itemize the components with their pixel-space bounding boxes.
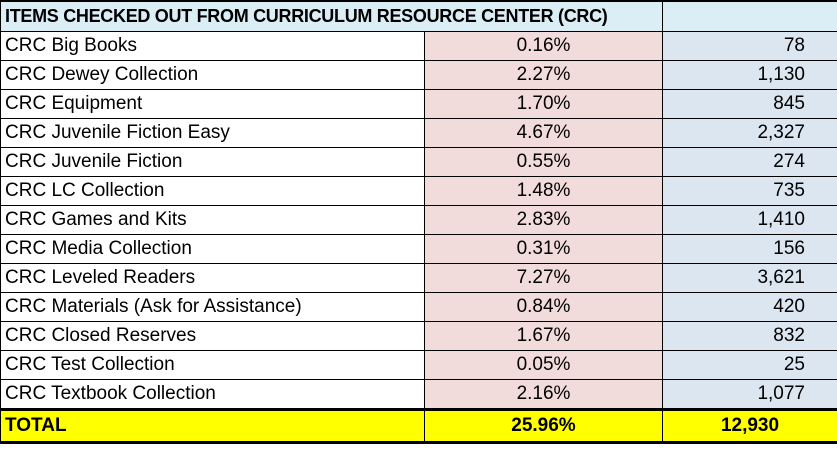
table-row: CRC Big Books 0.16% 78 <box>0 31 837 61</box>
count-cell: 735 <box>662 176 837 206</box>
count-cell: 156 <box>662 234 837 264</box>
collection-name-cell: CRC Games and Kits <box>0 205 425 235</box>
collection-name-cell: CRC Materials (Ask for Assistance) <box>0 292 425 322</box>
table-header-row: ITEMS CHECKED OUT FROM CURRICULUM RESOUR… <box>0 0 837 32</box>
count-cell: 78 <box>662 31 837 61</box>
table-row: CRC Equipment 1.70% 845 <box>0 89 837 119</box>
percentage-cell: 4.67% <box>424 118 663 148</box>
total-row: TOTAL 25.96% 12,930 <box>0 408 837 444</box>
table-row: CRC Dewey Collection 2.27% 1,130 <box>0 60 837 90</box>
count-cell: 25 <box>662 350 837 380</box>
count-cell: 3,621 <box>662 263 837 293</box>
table-row: CRC Textbook Collection 2.16% 1,077 <box>0 379 837 410</box>
total-label: TOTAL <box>0 408 425 444</box>
count-cell: 274 <box>662 147 837 177</box>
collection-name-cell: CRC LC Collection <box>0 176 425 206</box>
table-row: CRC Media Collection 0.31% 156 <box>0 234 837 264</box>
percentage-cell: 1.70% <box>424 89 663 119</box>
count-cell: 845 <box>662 89 837 119</box>
percentage-cell: 0.31% <box>424 234 663 264</box>
percentage-cell: 2.27% <box>424 60 663 90</box>
percentage-cell: 2.83% <box>424 205 663 235</box>
count-cell: 1,410 <box>662 205 837 235</box>
collection-name-cell: CRC Equipment <box>0 89 425 119</box>
collection-name-cell: CRC Big Books <box>0 31 425 61</box>
table-row: CRC Closed Reserves 1.67% 832 <box>0 321 837 351</box>
collection-name-cell: CRC Leveled Readers <box>0 263 425 293</box>
table-row: CRC Juvenile Fiction Easy 4.67% 2,327 <box>0 118 837 148</box>
table-row: CRC Games and Kits 2.83% 1,410 <box>0 205 837 235</box>
collection-name-cell: CRC Textbook Collection <box>0 379 425 410</box>
collection-name-cell: CRC Media Collection <box>0 234 425 264</box>
total-percentage: 25.96% <box>424 408 663 444</box>
collection-name-cell: CRC Test Collection <box>0 350 425 380</box>
percentage-cell: 0.16% <box>424 31 663 61</box>
table-title: ITEMS CHECKED OUT FROM CURRICULUM RESOUR… <box>0 0 663 32</box>
percentage-cell: 2.16% <box>424 379 663 410</box>
percentage-cell: 1.48% <box>424 176 663 206</box>
table-row: CRC Materials (Ask for Assistance) 0.84% 4… <box>0 292 837 322</box>
count-cell: 1,130 <box>662 60 837 90</box>
table-row: CRC Leveled Readers 7.27% 3,621 <box>0 263 837 293</box>
collection-name-cell: CRC Dewey Collection <box>0 60 425 90</box>
crc-checkout-table: ITEMS CHECKED OUT FROM CURRICULUM RESOUR… <box>0 0 837 444</box>
count-cell: 420 <box>662 292 837 322</box>
table-row: CRC LC Collection 1.48% 735 <box>0 176 837 206</box>
count-cell: 1,077 <box>662 379 837 410</box>
count-cell: 832 <box>662 321 837 351</box>
percentage-cell: 0.05% <box>424 350 663 380</box>
table-row: CRC Test Collection 0.05% 25 <box>0 350 837 380</box>
collection-name-cell: CRC Juvenile Fiction <box>0 147 425 177</box>
percentage-cell: 0.84% <box>424 292 663 322</box>
collection-name-cell: CRC Closed Reserves <box>0 321 425 351</box>
percentage-cell: 1.67% <box>424 321 663 351</box>
collection-name-cell: CRC Juvenile Fiction Easy <box>0 118 425 148</box>
percentage-cell: 7.27% <box>424 263 663 293</box>
table-row: CRC Juvenile Fiction 0.55% 274 <box>0 147 837 177</box>
percentage-cell: 0.55% <box>424 147 663 177</box>
header-empty-cell <box>662 0 837 32</box>
count-cell: 2,327 <box>662 118 837 148</box>
total-count: 12,930 <box>662 408 837 444</box>
